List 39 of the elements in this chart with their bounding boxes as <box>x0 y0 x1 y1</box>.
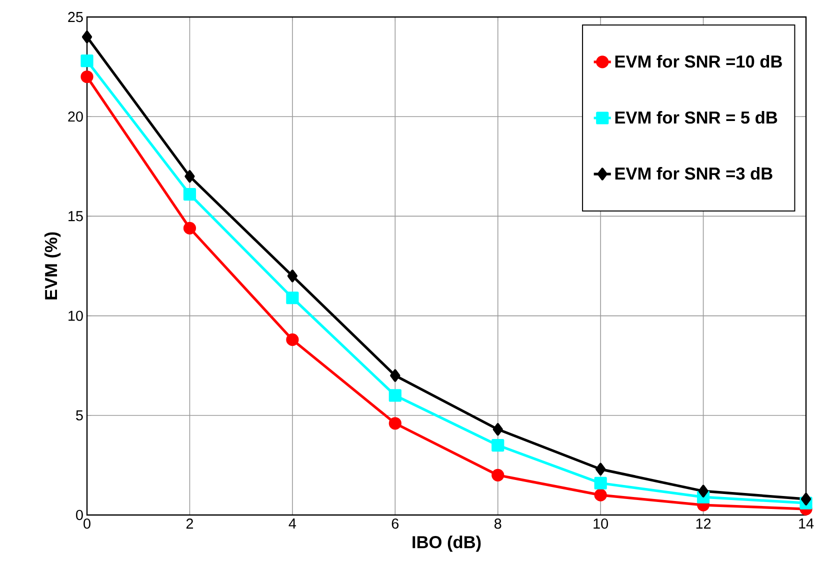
point <box>800 492 812 506</box>
y-tick-label: 20 <box>68 112 83 122</box>
point <box>286 333 299 346</box>
x-tick-label: 2 <box>186 518 193 529</box>
legend-label: EVM for SNR =10 dB <box>615 54 782 68</box>
legend-label: EVM for SNR =3 dB <box>615 167 772 180</box>
point <box>492 423 503 436</box>
point <box>492 468 504 482</box>
y-tick-label: 15 <box>68 211 83 222</box>
y-tick-label: 25 <box>68 12 83 22</box>
point <box>594 488 607 502</box>
point <box>286 292 299 304</box>
point <box>596 462 606 476</box>
x-tick-label: 12 <box>696 518 711 529</box>
point <box>388 417 402 430</box>
point <box>80 70 94 84</box>
legend-label: EVM for SNR = 5 dB <box>615 110 778 124</box>
point <box>594 476 607 490</box>
point <box>492 438 504 452</box>
x-tick-label: 8 <box>494 518 502 529</box>
x-axis-title: IBO (dB) <box>412 536 481 552</box>
x-tick-label: 6 <box>392 518 399 529</box>
point <box>80 54 94 68</box>
point <box>287 270 298 282</box>
x-tick-label: 4 <box>288 518 296 528</box>
point <box>698 484 708 498</box>
point <box>184 170 195 183</box>
y-tick-label: 5 <box>76 410 83 420</box>
x-tick-label: 14 <box>799 518 814 528</box>
point <box>388 389 402 402</box>
point <box>183 222 196 234</box>
x-tick-label: 0 <box>84 518 90 529</box>
y-tick-label: 10 <box>68 310 83 321</box>
point <box>183 188 196 201</box>
y-axis-title: EVM (%) <box>44 232 61 300</box>
point <box>82 30 92 44</box>
y-tick-label: 0 <box>76 510 83 520</box>
x-tick-label: 10 <box>594 518 608 529</box>
point <box>390 369 400 382</box>
